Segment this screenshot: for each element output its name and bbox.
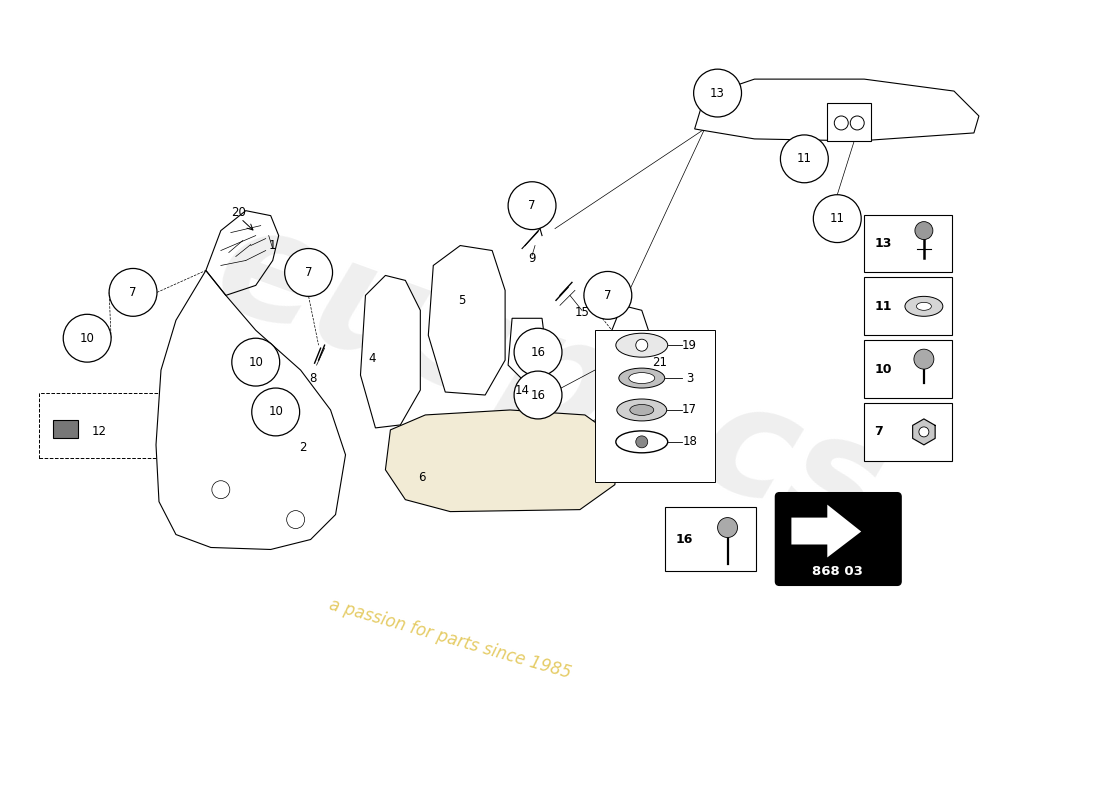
Circle shape — [915, 222, 933, 239]
Ellipse shape — [629, 373, 654, 383]
Circle shape — [232, 338, 279, 386]
Text: 4: 4 — [368, 352, 376, 365]
Polygon shape — [508, 318, 548, 385]
FancyBboxPatch shape — [776, 493, 901, 586]
Text: 7: 7 — [305, 266, 312, 279]
Circle shape — [636, 436, 648, 448]
Polygon shape — [428, 246, 505, 395]
Polygon shape — [791, 505, 861, 558]
Text: 13: 13 — [874, 237, 892, 250]
Text: 16: 16 — [530, 389, 546, 402]
Text: 16: 16 — [675, 533, 693, 546]
Text: 7: 7 — [604, 289, 612, 302]
Text: 1: 1 — [270, 239, 276, 252]
FancyBboxPatch shape — [664, 506, 757, 571]
Polygon shape — [827, 103, 871, 141]
Circle shape — [252, 388, 299, 436]
Text: 19: 19 — [682, 338, 697, 352]
Ellipse shape — [616, 334, 668, 357]
Text: 18: 18 — [682, 435, 697, 448]
Circle shape — [109, 269, 157, 316]
Text: 13: 13 — [711, 86, 725, 99]
Text: a passion for parts since 1985: a passion for parts since 1985 — [327, 596, 573, 682]
Text: 20: 20 — [231, 206, 246, 219]
Text: 3: 3 — [686, 371, 693, 385]
Text: 21: 21 — [652, 356, 668, 369]
Polygon shape — [156, 270, 345, 550]
Polygon shape — [361, 275, 420, 428]
Polygon shape — [913, 419, 935, 445]
Polygon shape — [694, 79, 979, 141]
Text: 15: 15 — [574, 306, 590, 319]
FancyBboxPatch shape — [865, 278, 952, 335]
Text: 7: 7 — [130, 286, 136, 299]
Text: 868 03: 868 03 — [812, 565, 862, 578]
Text: 5: 5 — [459, 294, 466, 307]
Circle shape — [508, 182, 556, 230]
Polygon shape — [385, 410, 619, 512]
FancyBboxPatch shape — [865, 214, 952, 273]
Text: 16: 16 — [530, 346, 546, 358]
Ellipse shape — [630, 405, 653, 415]
Polygon shape — [609, 306, 651, 422]
FancyBboxPatch shape — [53, 420, 78, 438]
Text: 10: 10 — [249, 356, 263, 369]
Text: euspecs: euspecs — [197, 190, 903, 570]
FancyBboxPatch shape — [865, 403, 952, 461]
Text: 10: 10 — [268, 406, 283, 418]
Circle shape — [63, 314, 111, 362]
Text: 10: 10 — [79, 332, 95, 345]
Circle shape — [514, 328, 562, 376]
Text: 11: 11 — [829, 212, 845, 225]
FancyBboxPatch shape — [595, 330, 715, 482]
Ellipse shape — [617, 399, 667, 421]
Circle shape — [780, 135, 828, 182]
Text: 7: 7 — [874, 426, 883, 438]
Ellipse shape — [905, 296, 943, 316]
Circle shape — [514, 371, 562, 419]
Text: 11: 11 — [796, 152, 812, 166]
Circle shape — [694, 69, 741, 117]
Text: 10: 10 — [874, 362, 892, 376]
Text: 11: 11 — [874, 300, 892, 313]
Circle shape — [813, 194, 861, 242]
Text: 8: 8 — [309, 371, 317, 385]
Text: 7: 7 — [528, 199, 536, 212]
Text: 17: 17 — [682, 403, 697, 417]
Text: 12: 12 — [91, 426, 107, 438]
Text: 9: 9 — [528, 252, 536, 265]
Circle shape — [636, 339, 648, 351]
Ellipse shape — [619, 368, 664, 388]
Circle shape — [285, 249, 332, 296]
Circle shape — [918, 427, 928, 437]
Text: 6: 6 — [419, 471, 426, 484]
Text: 2: 2 — [299, 442, 307, 454]
Circle shape — [584, 271, 631, 319]
Circle shape — [914, 349, 934, 369]
Ellipse shape — [916, 302, 932, 310]
Text: 14: 14 — [515, 383, 529, 397]
FancyBboxPatch shape — [865, 340, 952, 398]
Circle shape — [717, 518, 737, 538]
